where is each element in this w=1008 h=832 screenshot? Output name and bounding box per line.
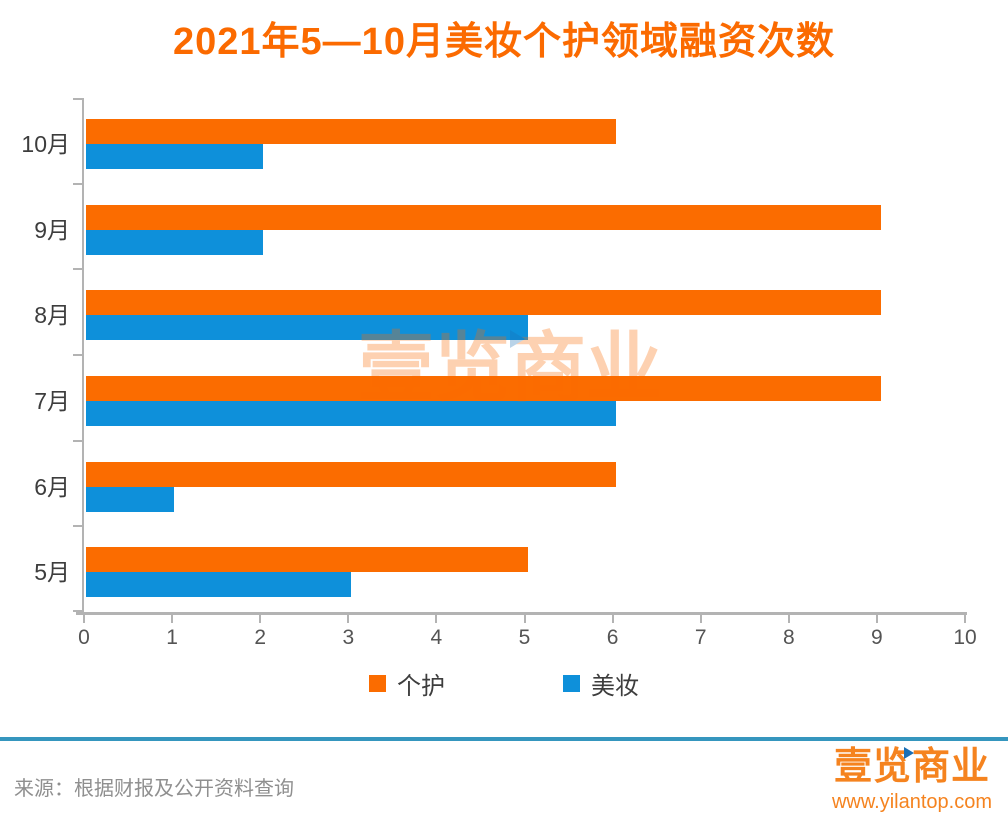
y-axis-tick xyxy=(73,525,82,527)
category-label-1: 9月 xyxy=(34,216,70,243)
x-axis-tick-label: 9 xyxy=(871,626,883,649)
x-axis-tick xyxy=(435,615,438,623)
bar-beauty-row2 xyxy=(86,315,528,341)
x-axis-tick xyxy=(787,615,790,623)
legend-item-personal-care: 个护 xyxy=(369,666,445,701)
legend: 个护 美妆 xyxy=(0,666,1008,701)
bar-personal-care-row0 xyxy=(86,119,616,144)
bar-beauty-row3 xyxy=(86,401,616,426)
legend-swatch-personal-care xyxy=(369,675,386,692)
x-axis-line xyxy=(76,612,967,615)
category-label-3: 7月 xyxy=(34,388,70,414)
x-axis-tick-label: 6 xyxy=(606,626,619,649)
brand-logo: 壹览商业 www.yilantop.com xyxy=(832,744,992,814)
x-axis-tick xyxy=(875,615,878,623)
legend-label-personal-care: 个护 xyxy=(397,673,445,700)
x-axis-tick xyxy=(611,615,614,623)
bar-beauty-row0 xyxy=(86,144,263,169)
bar-row-4: 6月 xyxy=(34,441,965,527)
bar-beauty-row5 xyxy=(86,572,351,598)
bar-beauty-row1 xyxy=(86,229,263,255)
brand-logo-text: 壹览商业 xyxy=(832,744,992,790)
bar-personal-care-row4 xyxy=(86,461,616,487)
bar-personal-care-row1 xyxy=(86,204,881,230)
category-label-2: 8月 xyxy=(34,302,70,329)
brand-flag-icon xyxy=(903,747,914,759)
y-axis-tick xyxy=(73,440,82,442)
x-axis-tick xyxy=(259,615,262,623)
y-axis-tick xyxy=(73,268,82,270)
legend-swatch-beauty xyxy=(563,675,580,692)
bar-row-2: 8月 xyxy=(34,269,965,355)
category-label-5: 5月 xyxy=(34,559,70,586)
bar-row-0: 10月 xyxy=(21,98,965,184)
y-axis-tick xyxy=(73,354,82,356)
y-axis-tick xyxy=(73,183,82,185)
x-axis-tick-label: 10 xyxy=(953,626,977,649)
source-text: 来源：根据财报及公开资料查询 xyxy=(14,778,294,800)
x-axis-tick-label: 5 xyxy=(518,626,531,649)
x-axis-tick xyxy=(964,615,966,623)
bar-personal-care-row5 xyxy=(86,547,528,573)
bar-personal-care-row3 xyxy=(86,376,881,401)
x-axis-tick-label: 2 xyxy=(254,626,267,649)
footer-divider xyxy=(0,737,1008,741)
bar-row-5: 5月 xyxy=(34,526,965,612)
x-axis-tick-label: 8 xyxy=(782,626,795,649)
bar-row-3: 7月 xyxy=(34,355,965,441)
legend-label-beauty: 美妆 xyxy=(591,673,639,700)
x-axis-tick-label: 1 xyxy=(166,626,178,649)
x-axis-tick xyxy=(83,615,85,623)
y-axis-tick xyxy=(73,610,82,612)
bar-personal-care-row2 xyxy=(86,290,881,316)
y-axis-tick xyxy=(73,98,82,100)
brand-url: www.yilantop.com xyxy=(831,791,992,813)
x-axis-tick-label: 4 xyxy=(430,626,443,649)
x-axis-tick-label: 7 xyxy=(694,626,707,649)
category-label-0: 10月 xyxy=(21,131,70,157)
bar-beauty-row4 xyxy=(86,486,175,512)
bar-row-1: 9月 xyxy=(34,184,965,270)
x-axis-tick-label: 0 xyxy=(78,626,90,649)
plot-area: 10月 9月 8月 7月 6月 5月 0 1 2 3 4 5 6 7 8 9 10 xyxy=(21,98,977,649)
legend-item-beauty: 美妆 xyxy=(563,666,639,701)
x-axis-tick xyxy=(171,615,174,623)
x-axis-tick xyxy=(347,615,350,623)
x-axis-tick xyxy=(523,615,526,623)
chart-title: 2021年5—10月美妆个护领域融资次数 xyxy=(173,21,835,63)
x-axis-tick-label: 3 xyxy=(342,626,355,649)
x-axis-tick xyxy=(699,615,702,623)
category-label-4: 6月 xyxy=(34,473,70,500)
